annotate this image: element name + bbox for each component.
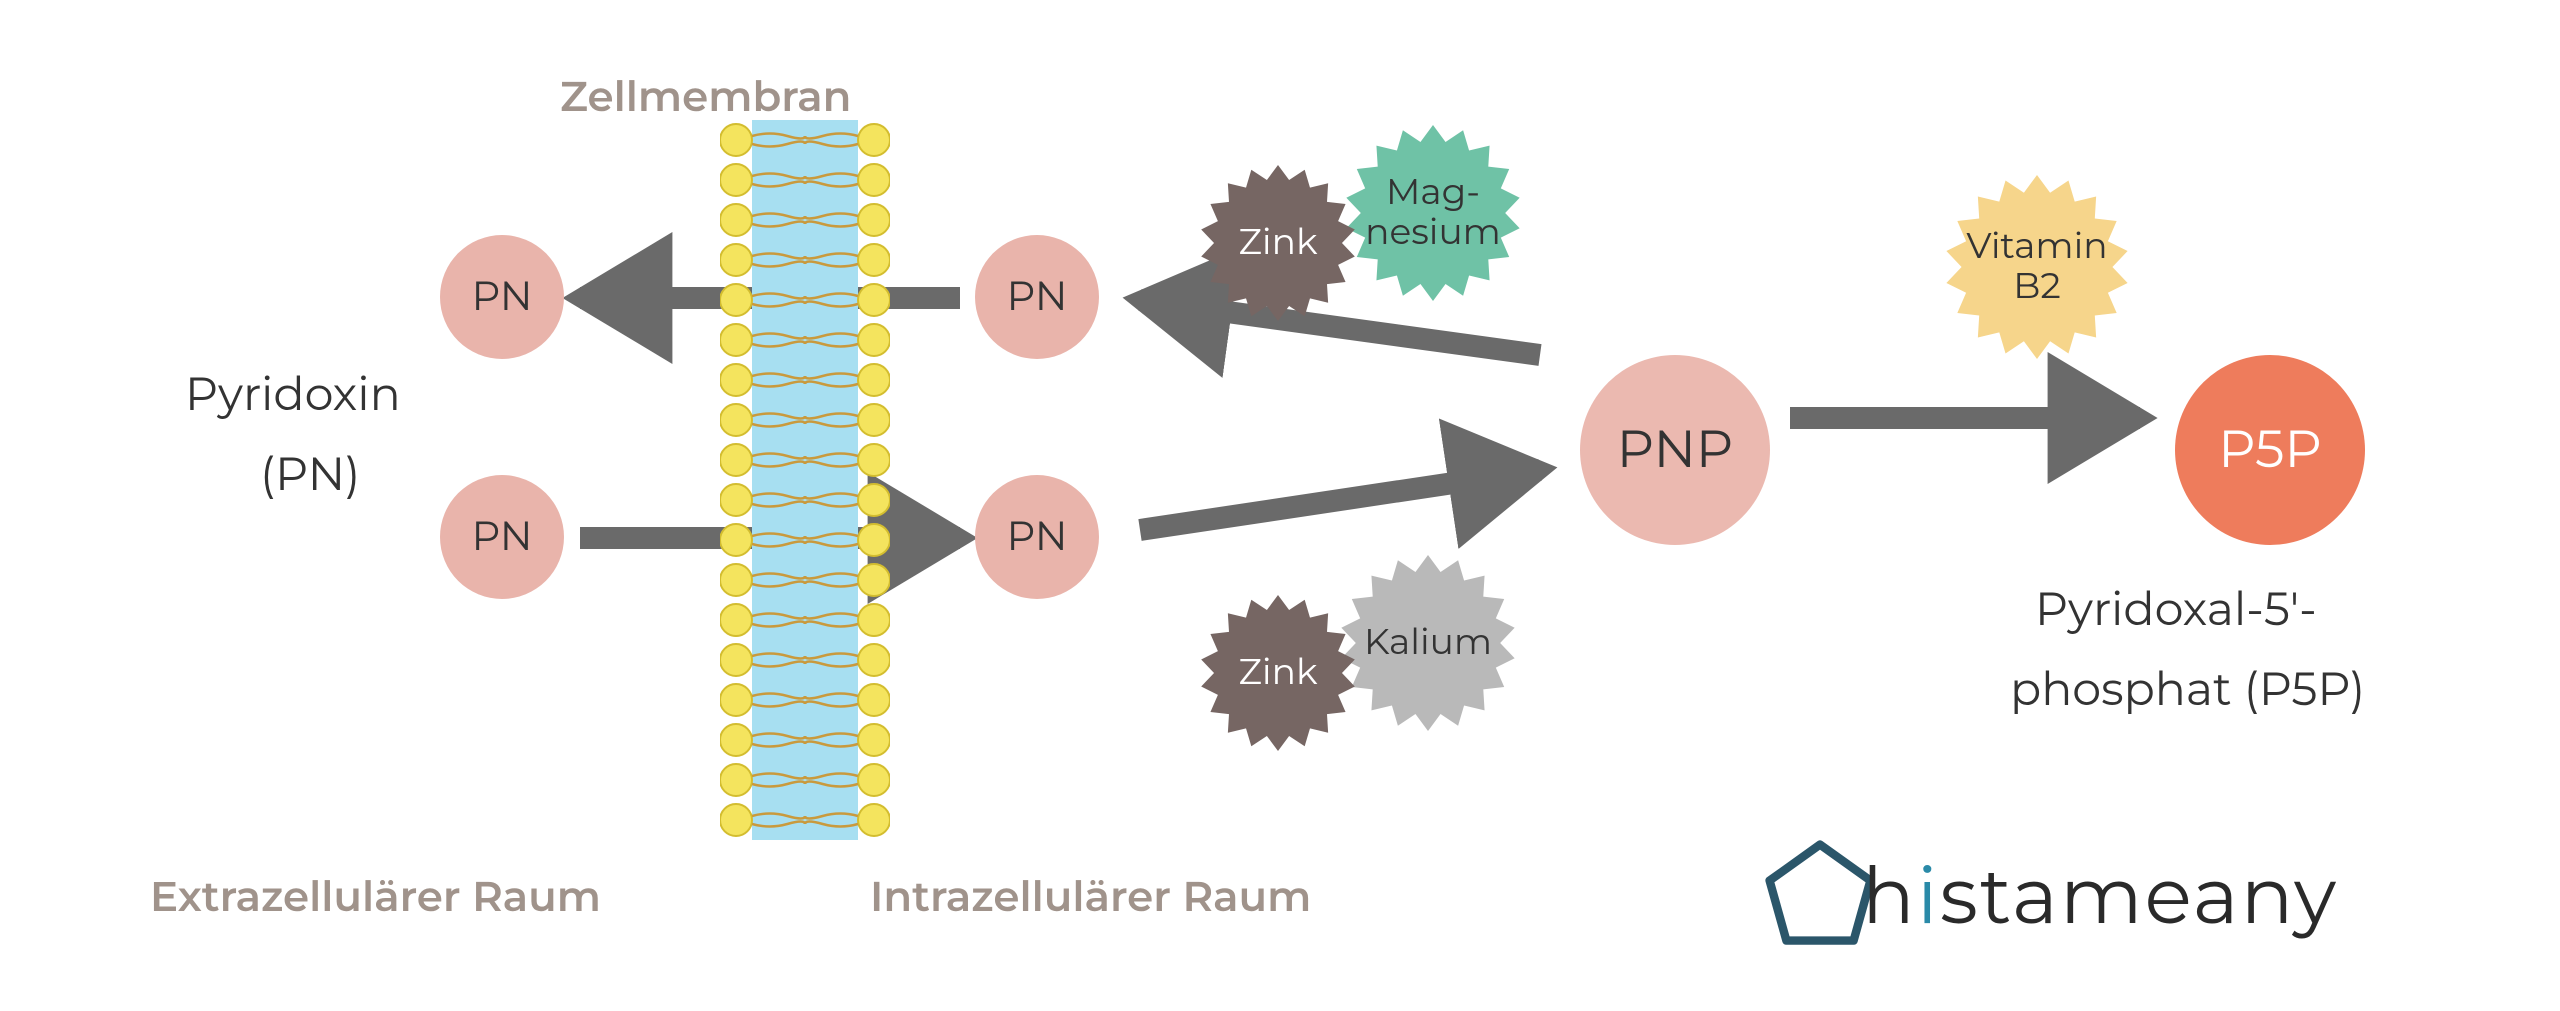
badge-label: Vitamin B2 — [1966, 227, 2107, 306]
badge-label: Kalium — [1364, 623, 1492, 663]
node-p5p: P5P — [2175, 355, 2365, 545]
badge-kalium: Kalium — [1340, 555, 1516, 731]
node-label: PN — [1007, 275, 1068, 319]
label-zellmembran: Zellmembran — [560, 70, 851, 122]
node-pn-extracellular-top: PN — [440, 235, 564, 359]
logo-text-pre: h — [1862, 847, 1917, 943]
label-p5p-1: Pyridoxal-5'- — [2035, 580, 2317, 637]
badge-zink-bot: Zink — [1200, 595, 1356, 751]
logo-text-dot: i — [1917, 847, 1940, 943]
node-label: PNP — [1617, 421, 1733, 478]
badge-label: Mag- nesium — [1365, 173, 1501, 252]
node-label: P5P — [2218, 421, 2322, 478]
badge-zink-top: Zink — [1200, 165, 1356, 321]
badge-magnesium: Mag- nesium — [1345, 125, 1521, 301]
logo-text-post: stameany — [1940, 847, 2338, 943]
arrow-pn-to-pnp — [1140, 470, 1540, 530]
badge-label: Zink — [1239, 653, 1318, 693]
label-extracellular: Extrazellulärer Raum — [150, 870, 601, 922]
label-pyridoxin-1: Pyridoxin — [185, 365, 401, 422]
node-pn-extracellular-bot: PN — [440, 475, 564, 599]
node-pn-intracellular-bot: PN — [975, 475, 1099, 599]
cell-membrane — [720, 120, 890, 840]
node-label: PN — [1007, 515, 1068, 559]
label-intracellular: Intrazellulärer Raum — [870, 870, 1311, 922]
logo-histameany: histameany — [1760, 835, 2338, 955]
label-p5p-2: phosphat (P5P) — [2010, 660, 2365, 717]
node-pnp: PNP — [1580, 355, 1770, 545]
label-pyridoxin-2: (PN) — [260, 445, 360, 502]
node-label: PN — [472, 275, 533, 319]
node-pn-intracellular-top: PN — [975, 235, 1099, 359]
node-label: PN — [472, 515, 533, 559]
badge-vitamin-b2: Vitamin B2 — [1945, 175, 2129, 359]
badge-label: Zink — [1239, 223, 1318, 263]
logo-text: histameany — [1862, 847, 2338, 943]
